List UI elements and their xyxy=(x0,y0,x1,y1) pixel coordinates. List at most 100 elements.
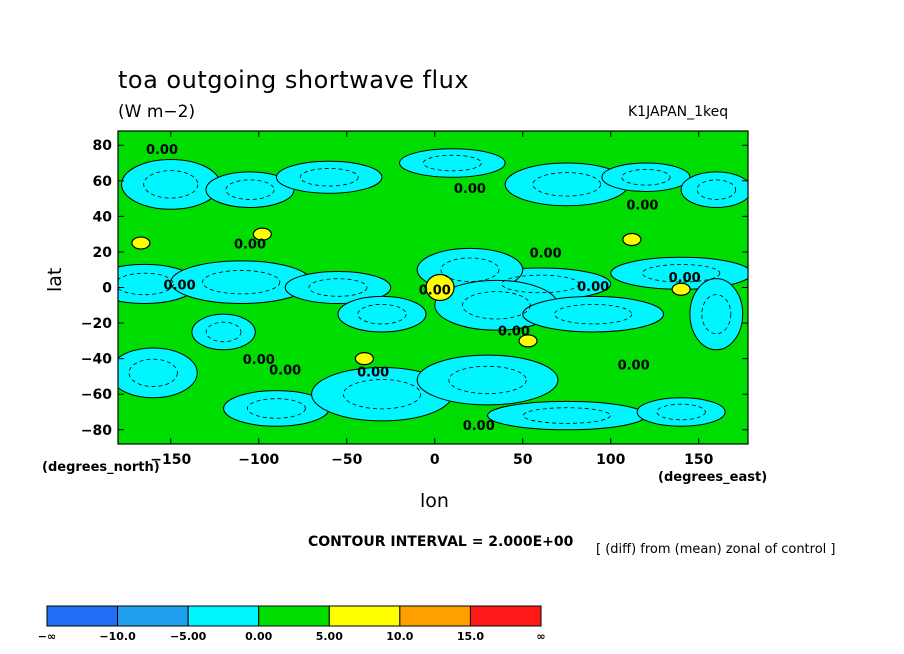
contour-line xyxy=(554,303,633,325)
region-negative xyxy=(284,270,392,305)
region-negative xyxy=(689,278,744,351)
contour-label: 0.00 xyxy=(357,365,389,380)
region-positive-5-10 xyxy=(425,273,455,302)
colorbar: −∞ −10.0 −5.00 0.00 5.00 10.0 15.0 ∞ xyxy=(38,605,546,643)
contour-line xyxy=(621,169,671,186)
y-tick-label: −20 xyxy=(81,316,112,332)
x-tick-label: 50 xyxy=(513,452,533,468)
region-negative xyxy=(121,158,221,210)
contour-label: 0.00 xyxy=(463,419,495,434)
colorbar-swatch xyxy=(258,605,330,627)
x-axis-units: (degrees_east) xyxy=(658,470,768,485)
colorbar-label: −∞ xyxy=(38,630,56,643)
contour-line xyxy=(299,168,359,187)
region-negative xyxy=(522,295,665,333)
y-tick-label: 0 xyxy=(102,281,112,297)
contour-label: 0.00 xyxy=(669,271,701,286)
contour-line xyxy=(448,365,527,395)
contour-line xyxy=(701,294,732,335)
run-name: K1JAPAN_1keq xyxy=(628,104,729,120)
colorbar-label: −10.0 xyxy=(99,630,136,643)
contour-label: 0.00 xyxy=(164,278,196,293)
contour-label: 0.00 xyxy=(577,280,609,295)
diff-note: [ (diff) from (mean) zonal of control ] xyxy=(596,542,836,557)
units-label: (W m−2) xyxy=(118,102,196,122)
y-tick-label: −60 xyxy=(81,387,112,403)
colorbar-label: 15.0 xyxy=(457,630,484,643)
contour-line xyxy=(342,379,422,410)
x-tick-label: 100 xyxy=(596,452,625,468)
x-tick-label: −50 xyxy=(331,452,362,468)
colorbar-swatch xyxy=(328,605,401,627)
contour-label: 0.00 xyxy=(626,198,658,213)
y-tick-label: 20 xyxy=(93,245,113,261)
region-positive-5-10 xyxy=(671,282,691,296)
contour-line xyxy=(118,272,174,296)
contour-label: 0.00 xyxy=(530,246,562,261)
region-negative xyxy=(118,347,198,399)
region-positive-5-10 xyxy=(354,352,374,366)
colorbar-swatch xyxy=(117,605,189,627)
y-tick-label: 60 xyxy=(93,174,113,190)
region-negative xyxy=(636,397,726,427)
y-tick-label: −80 xyxy=(81,423,112,439)
contour-line xyxy=(202,270,281,295)
contour-label: 0.00 xyxy=(243,353,275,368)
contour-line xyxy=(225,179,275,200)
region-positive-5-10 xyxy=(518,334,538,348)
contour-line xyxy=(422,154,482,172)
x-axis-title: lon xyxy=(420,490,449,512)
colorbar-swatch xyxy=(399,605,471,627)
region-negative xyxy=(487,400,647,431)
colorbar-swatch xyxy=(46,605,119,627)
axes: −150 −100 −50 0 50 100 150 80 60 40 20 0 −20 −40 −60 −8… xyxy=(81,131,748,468)
region-positive-5-10 xyxy=(131,236,151,250)
y-axis-units: (degrees_north) xyxy=(42,460,160,475)
region-negative xyxy=(601,162,691,192)
contour-line xyxy=(656,403,706,421)
contour-label: 0.00 xyxy=(269,364,301,379)
colorbar-label: −5.00 xyxy=(170,630,207,643)
contour-line xyxy=(246,398,306,419)
region-negative xyxy=(399,148,506,178)
contour-line xyxy=(642,264,721,283)
region-negative xyxy=(337,295,427,333)
region-positive-5-10 xyxy=(252,227,272,241)
contour-label: 0.00 xyxy=(454,182,486,197)
contour-line xyxy=(357,303,407,325)
contour-line xyxy=(462,291,531,320)
y-tick-label: 80 xyxy=(93,138,113,154)
colorbar-label: 10.0 xyxy=(386,630,413,643)
x-tick-label: 0 xyxy=(430,452,440,468)
x-tick-label: 150 xyxy=(684,452,713,468)
contour-line xyxy=(501,274,580,294)
contour-line xyxy=(143,170,199,199)
region-negative xyxy=(680,171,748,208)
colorbar-swatch xyxy=(469,605,542,627)
region-negative xyxy=(191,313,256,351)
contour-line xyxy=(522,407,611,424)
contour-interval: CONTOUR INTERVAL = 2.000E+00 xyxy=(308,534,574,550)
contour-line xyxy=(205,321,242,343)
x-tick-label: −150 xyxy=(150,452,191,468)
contour-label: 0.00 xyxy=(146,143,178,158)
contour-line xyxy=(128,358,178,387)
contour-label: 0.00 xyxy=(498,325,530,340)
colorbar-label: 5.00 xyxy=(316,630,343,643)
chart-title: toa outgoing shortwave flux xyxy=(118,66,470,94)
y-tick-label: 40 xyxy=(93,209,113,225)
region-positive-5-10 xyxy=(622,232,642,247)
contour-line xyxy=(696,179,737,200)
contour-label: 0.00 xyxy=(618,358,650,373)
colorbar-swatch xyxy=(187,605,260,627)
colorbar-label: ∞ xyxy=(536,630,545,643)
contour-line xyxy=(308,278,368,297)
region-negative xyxy=(275,160,383,194)
region-negative xyxy=(416,354,559,406)
colorbar-label: 0.00 xyxy=(245,630,272,643)
plot-area: 0.000.000.000.000.000.00 0.00 0.000.000.00… xyxy=(118,131,748,444)
contour-label: 0.00 xyxy=(234,237,266,252)
contour-line xyxy=(440,257,500,282)
x-tick-label: −100 xyxy=(238,452,279,468)
